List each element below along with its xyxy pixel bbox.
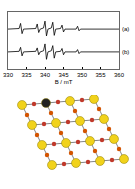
svg-text:335: 335 — [21, 72, 32, 78]
svg-text:330: 330 — [3, 72, 14, 78]
svg-text:350: 350 — [77, 72, 88, 78]
svg-text:(a): (a) — [122, 26, 129, 32]
svg-text:B / mT: B / mT — [55, 79, 73, 85]
svg-text:340: 340 — [40, 72, 51, 78]
svg-text:345: 345 — [58, 72, 69, 78]
svg-text:360: 360 — [114, 72, 125, 78]
svg-text:355: 355 — [95, 72, 106, 78]
svg-text:(b): (b) — [122, 49, 129, 55]
